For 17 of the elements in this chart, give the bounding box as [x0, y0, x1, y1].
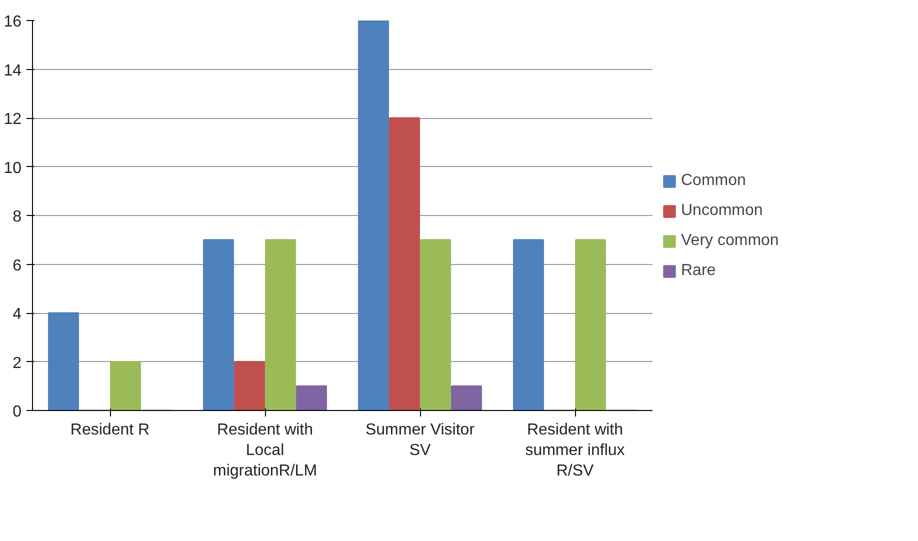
- y-tick-label: 12: [4, 111, 22, 128]
- y-tick-label: 14: [4, 62, 22, 80]
- legend-label: Rare: [681, 262, 716, 280]
- y-tick-label: 10: [4, 160, 22, 177]
- y-tick-label: 0: [12, 404, 22, 420]
- y-tick-label: 6: [12, 257, 22, 274]
- legend-label: Uncommon: [681, 202, 763, 220]
- x-tick-label: Summer Visitor SV: [365, 422, 476, 459]
- x-tick-label: Resident with summer influx R/SV: [525, 422, 625, 480]
- y-tick-label: 2: [12, 354, 22, 372]
- legend-label: Very common: [681, 232, 779, 250]
- y-tick-label: 8: [12, 208, 22, 226]
- legend-label: Common: [681, 172, 746, 190]
- x-tick-label: Resident R: [70, 422, 150, 438]
- y-tick-label: 4: [12, 306, 22, 323]
- y-tick-label: 16: [4, 14, 22, 30]
- x-tick-label: Resident with Local migrationR/LM: [212, 422, 318, 480]
